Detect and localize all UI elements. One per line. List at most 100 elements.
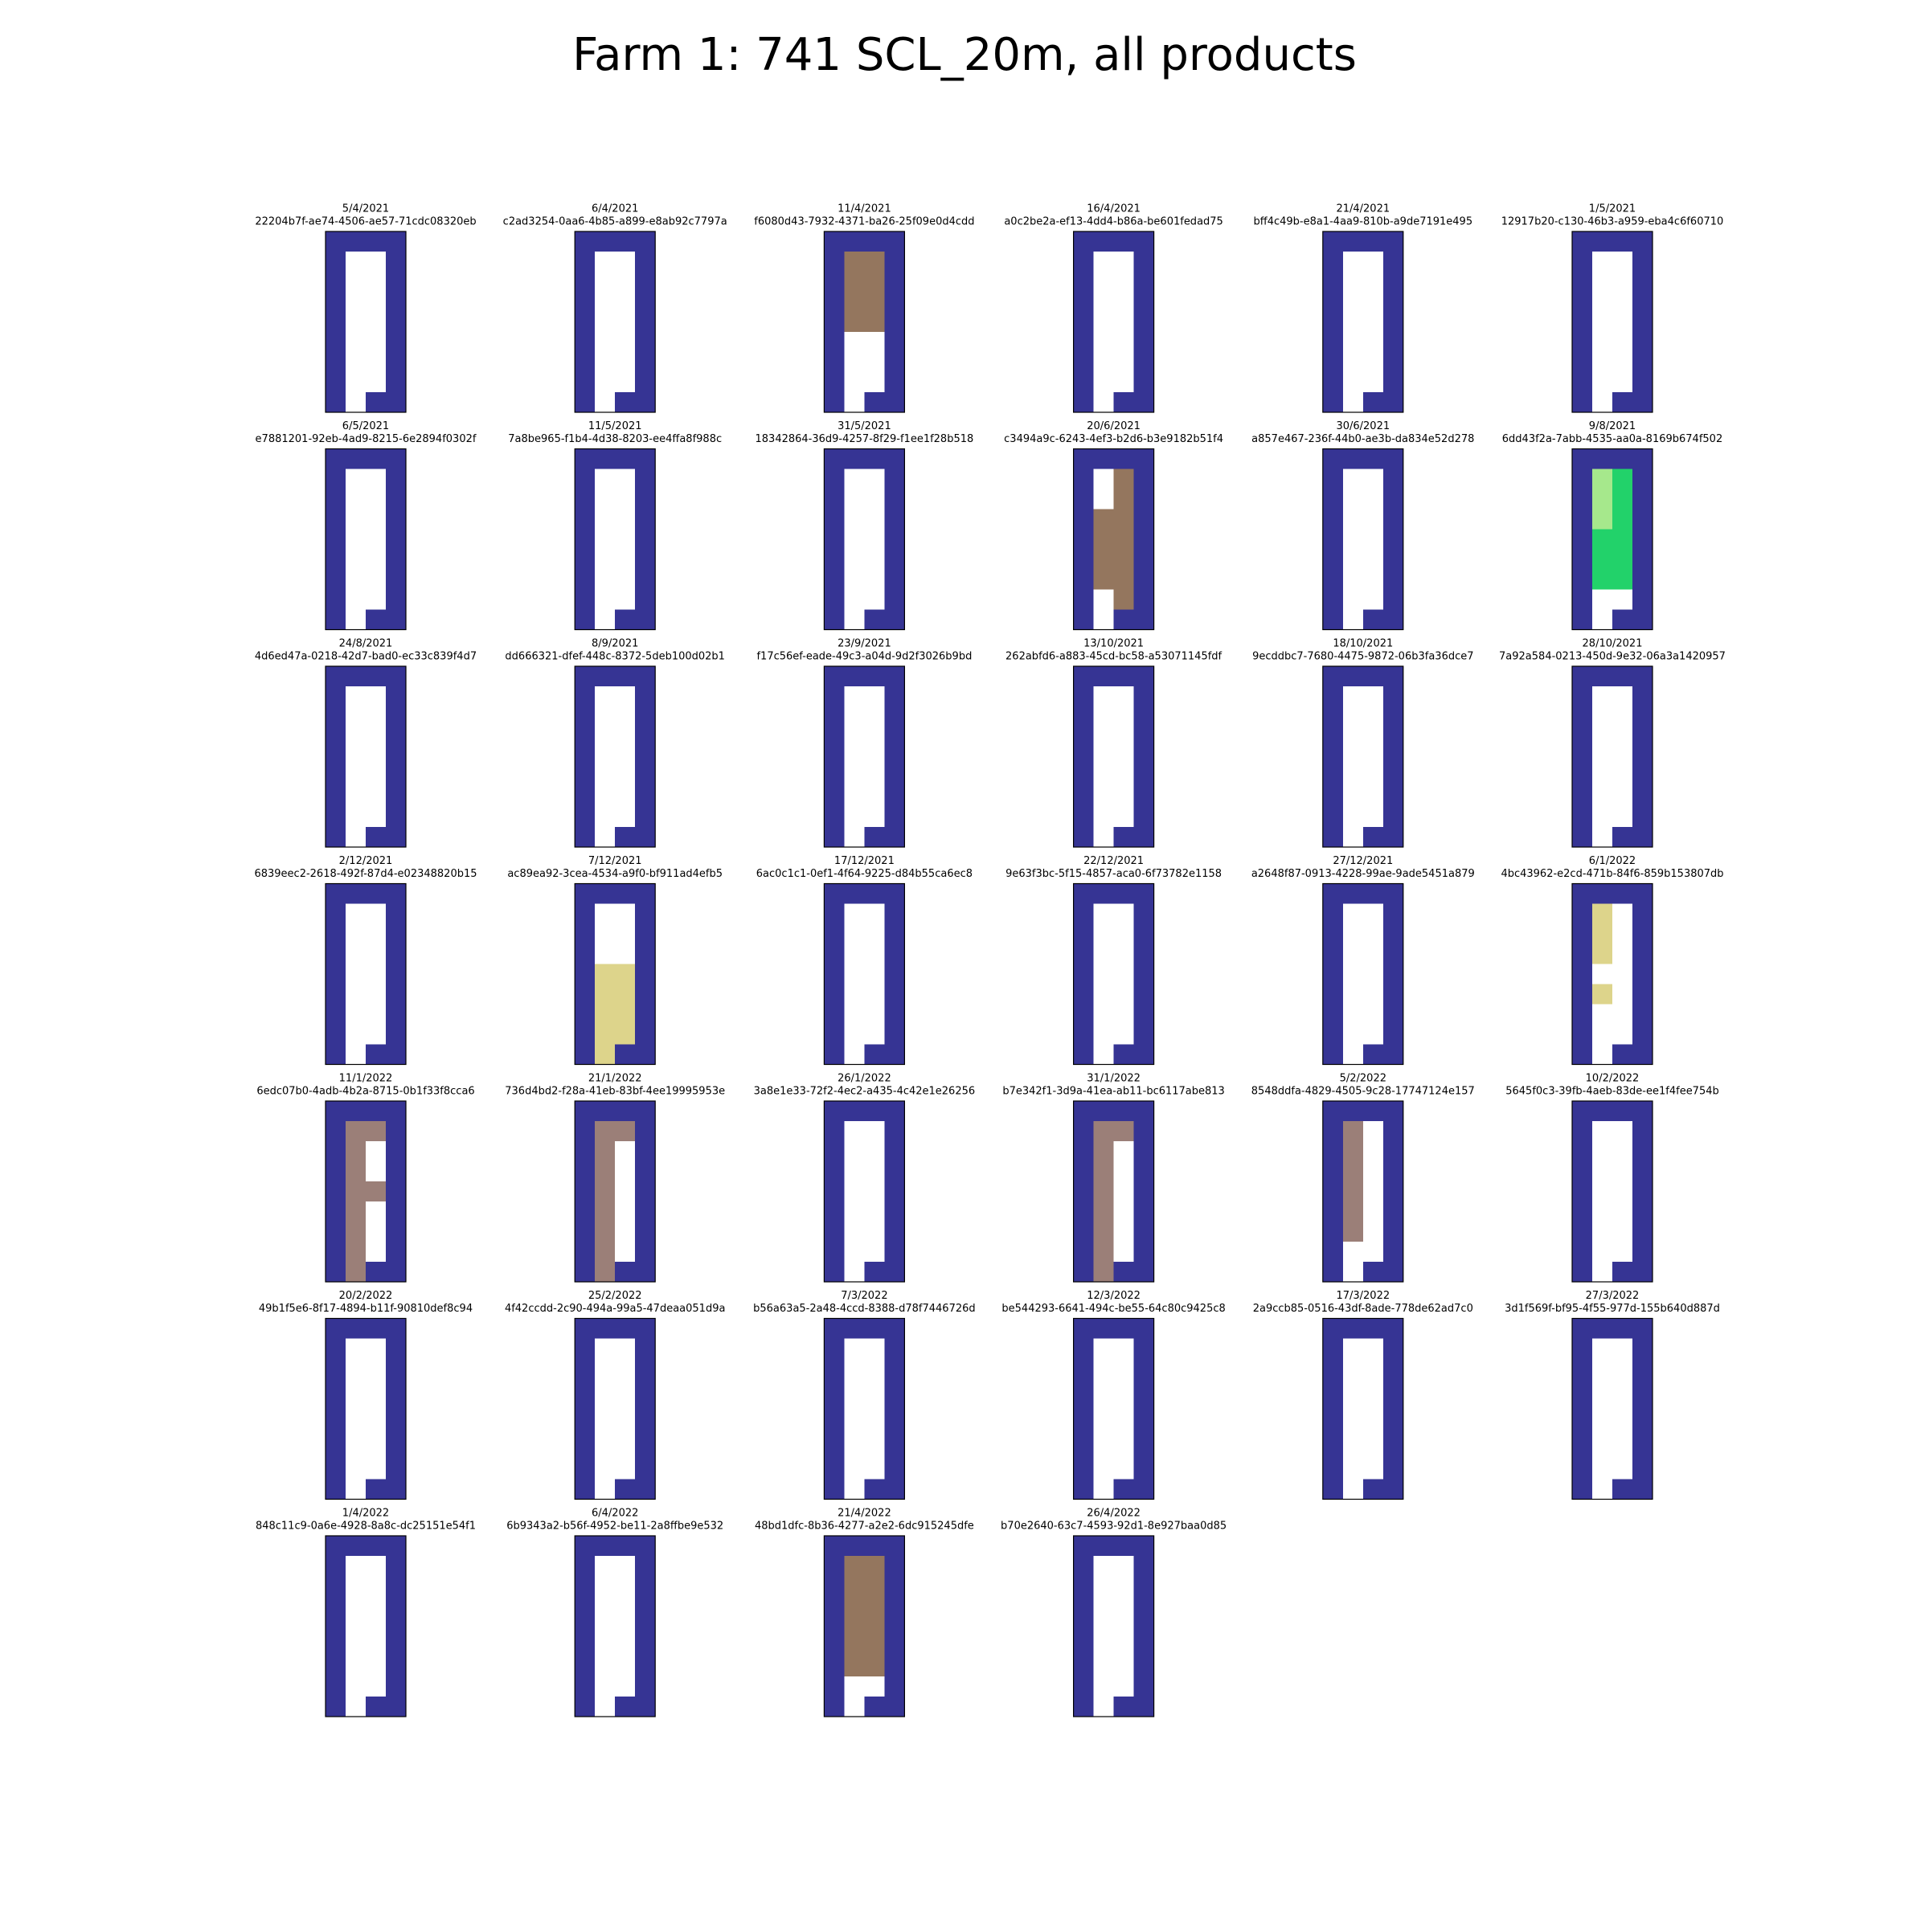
pixel (1093, 1101, 1114, 1122)
pixel (1362, 1201, 1384, 1222)
pixel (824, 529, 845, 550)
pixel (595, 1479, 616, 1500)
pixel (1073, 1656, 1094, 1677)
pixel (1322, 352, 1344, 373)
panel-date: 17/12/2021 (834, 855, 895, 867)
panel-id: 22204b7f-ae74-4506-ae57-71cdc08320eb (255, 216, 476, 228)
pixel (864, 1596, 885, 1617)
pixel (824, 448, 845, 469)
pixel (1632, 489, 1653, 510)
pixel (1093, 569, 1114, 590)
pixel (326, 609, 346, 630)
pixel (824, 1262, 845, 1283)
pixel (615, 272, 636, 293)
pixel (1113, 1536, 1134, 1557)
pixel (1342, 292, 1364, 313)
pixel (864, 1141, 885, 1162)
pixel (366, 706, 387, 727)
pixel (326, 1338, 346, 1359)
pixel (326, 903, 346, 924)
pixel (1073, 1636, 1094, 1657)
pixel (1632, 352, 1653, 373)
pixel (1133, 964, 1154, 984)
pixel (844, 1697, 865, 1717)
pixel (1113, 292, 1134, 313)
pixel (1342, 964, 1364, 984)
pixel (386, 1201, 407, 1222)
pixel (1073, 1358, 1094, 1379)
pixel (1362, 984, 1384, 1005)
pixel (595, 392, 616, 413)
pixel (326, 1201, 346, 1222)
pixel (1382, 1044, 1404, 1065)
pixel (366, 509, 387, 530)
pixel (346, 747, 367, 767)
pixel (1592, 292, 1613, 313)
pixel (366, 1418, 387, 1439)
pixel (1073, 727, 1094, 747)
pixel (1632, 292, 1653, 313)
pixel (1342, 352, 1364, 373)
pixel (1592, 392, 1613, 413)
pixel (1612, 1358, 1633, 1379)
pixel (1133, 292, 1154, 313)
pixel (824, 1004, 845, 1025)
pixel (366, 787, 387, 808)
panel-date: 17/3/2022 (1336, 1290, 1390, 1302)
pixel (1572, 727, 1593, 747)
pixel (1572, 984, 1593, 1005)
pixel (1322, 1121, 1344, 1142)
pixel (326, 1576, 346, 1597)
pixel (386, 1676, 407, 1697)
pixel (864, 1358, 885, 1379)
pixel (386, 312, 407, 333)
pixel (366, 352, 387, 373)
pixel (346, 923, 367, 944)
pixel (326, 883, 346, 904)
pixel (1073, 332, 1094, 353)
pixel (1342, 252, 1364, 272)
panel-date: 9/8/2021 (1589, 420, 1636, 432)
pixel (1113, 1576, 1134, 1597)
pixel (346, 292, 367, 313)
pixel (595, 747, 616, 767)
pixel (615, 448, 636, 469)
pixel (1342, 1398, 1364, 1419)
pixel (1612, 352, 1633, 373)
pixel (824, 1222, 845, 1242)
pixel (346, 1536, 367, 1557)
pixel (1592, 469, 1613, 489)
panel-frame (1571, 882, 1653, 1066)
pixel (386, 1697, 407, 1717)
pixel (635, 1616, 656, 1637)
pixel (1093, 747, 1114, 767)
pixel (1133, 1141, 1154, 1162)
panel-id: e7881201-92eb-4ad9-8215-6e2894f0302f (256, 433, 477, 445)
pixel (864, 727, 885, 747)
pixel (844, 469, 865, 489)
pixel (366, 807, 387, 828)
pixel (635, 1459, 656, 1480)
pixel (824, 984, 845, 1005)
panel-date: 25/2/2022 (588, 1290, 642, 1302)
pixel (386, 1262, 407, 1283)
pixel (844, 1242, 865, 1263)
pixel (864, 767, 885, 788)
pixel (326, 272, 346, 293)
pixel (346, 569, 367, 590)
pixel (1632, 923, 1653, 944)
panel-frame (1072, 1535, 1155, 1717)
panel-id: 9e63f3bc-5f15-4857-aca0-6f73782e1158 (1005, 868, 1222, 880)
pixel (864, 1656, 885, 1677)
pixel (575, 1262, 596, 1283)
panel: 6/5/2021e7881201-92eb-4ad9-8215-6e2894f0… (256, 420, 477, 631)
pixel (595, 292, 616, 313)
pixel (864, 686, 885, 707)
pixel (1632, 1044, 1653, 1065)
pixel (1322, 943, 1344, 964)
pixel (864, 1479, 885, 1500)
pixel (386, 1161, 407, 1182)
pixel (326, 1398, 346, 1419)
pixel (1632, 1201, 1653, 1222)
pixel (1093, 706, 1114, 727)
